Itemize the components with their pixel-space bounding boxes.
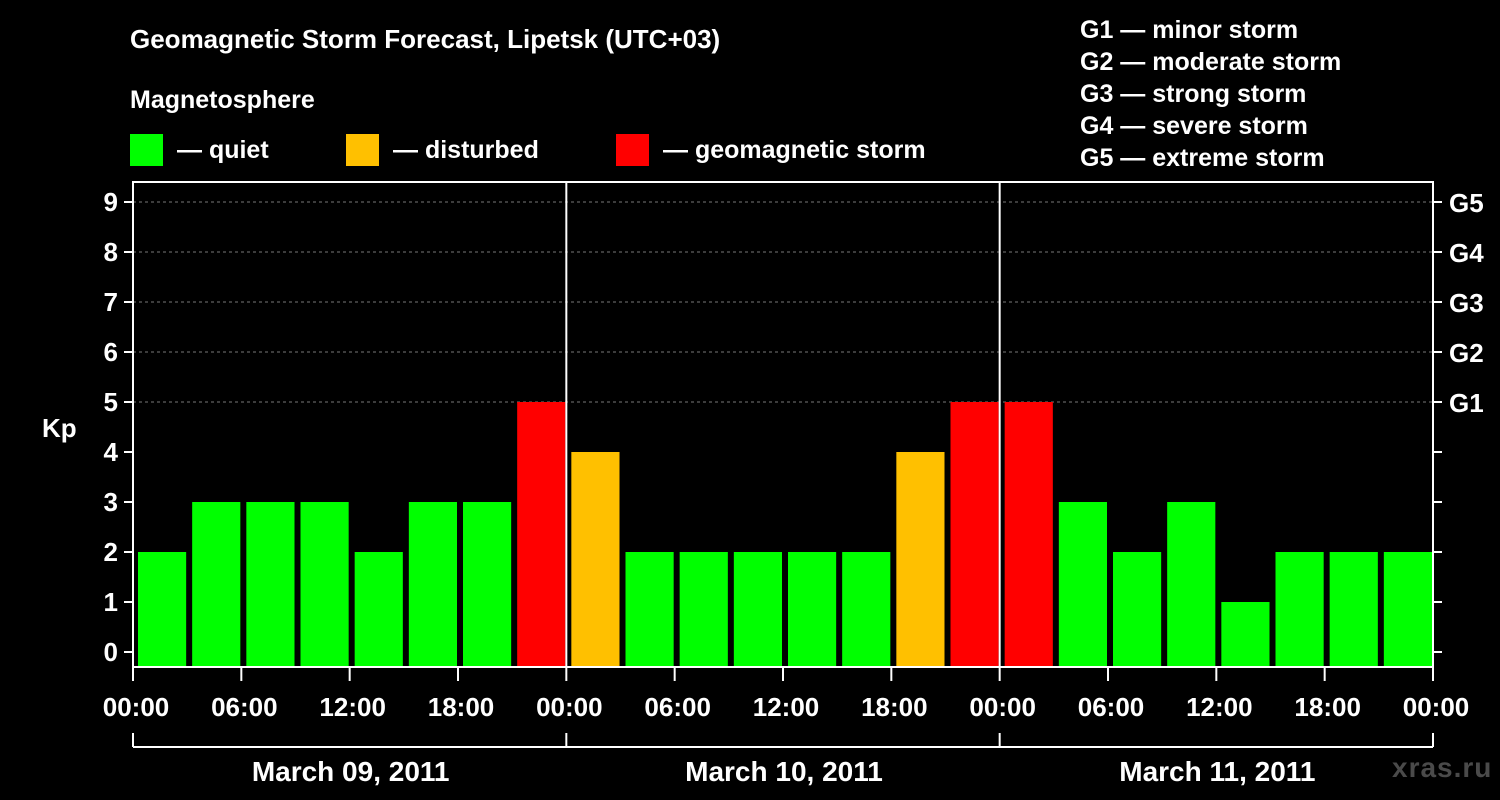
kp-bar — [1058, 502, 1107, 667]
y-axis-label: Kp — [42, 413, 77, 443]
x-tick-label: 12:00 — [753, 692, 820, 722]
kp-bar — [246, 502, 295, 667]
x-tick-label: 00:00 — [969, 692, 1036, 722]
y-tick-label: 4 — [104, 437, 119, 467]
legend-swatch-storm — [616, 134, 649, 166]
kp-bar — [679, 552, 728, 667]
g-scale-item: G4 — severe storm — [1080, 112, 1308, 140]
y-tick-label: 9 — [104, 187, 118, 217]
legend-item-storm: — geomagnetic storm — [616, 134, 926, 166]
y-tick-label: 3 — [104, 487, 118, 517]
legend-swatch-disturbed — [346, 134, 379, 166]
x-tick-label: 12:00 — [319, 692, 386, 722]
y-tick-label: 1 — [104, 587, 118, 617]
x-tick-label: 06:00 — [211, 692, 278, 722]
kp-bar — [1329, 552, 1378, 667]
g-scale-item: G5 — extreme storm — [1080, 144, 1325, 172]
y-tick-label: 6 — [104, 337, 118, 367]
watermark: xras.ru — [1392, 752, 1493, 783]
kp-bar — [1004, 402, 1053, 667]
kp-bar — [138, 552, 187, 667]
kp-bar — [788, 552, 837, 667]
g-level-label: G5 — [1449, 188, 1484, 218]
kp-bar — [1383, 552, 1432, 667]
g-scale-item: G3 — strong storm — [1080, 80, 1307, 108]
y-tick-label: 8 — [104, 237, 118, 267]
x-tick-label: 12:00 — [1186, 692, 1253, 722]
kp-bar — [463, 502, 512, 667]
g-scale-legend: G1 — minor storm G2 — moderate storm G3 … — [1080, 14, 1341, 174]
kp-bar — [1275, 552, 1324, 667]
kp-bar — [950, 402, 999, 667]
kp-bar — [733, 552, 782, 667]
kp-bar — [625, 552, 674, 667]
x-tick-label: 00:00 — [536, 692, 603, 722]
legend-label-quiet: — quiet — [177, 135, 269, 164]
x-tick-label: 18:00 — [861, 692, 928, 722]
legend-title: Magnetosphere — [130, 86, 315, 114]
kp-bar — [842, 552, 891, 667]
y-tick-label: 2 — [104, 537, 118, 567]
kp-bar — [517, 402, 566, 667]
day-label: March 11, 2011 — [1119, 756, 1315, 787]
y-tick-label: 0 — [104, 637, 118, 667]
legend-label-storm: — geomagnetic storm — [663, 135, 926, 164]
y-tick-label: 5 — [104, 387, 118, 417]
legend-item-quiet: — quiet — [130, 134, 269, 166]
legend-item-disturbed: — disturbed — [346, 134, 539, 166]
x-tick-label: 00:00 — [1403, 692, 1470, 722]
legend-label-disturbed: — disturbed — [393, 135, 539, 164]
y-tick-label: 7 — [104, 287, 118, 317]
kp-bar — [896, 452, 945, 667]
kp-bar — [1221, 602, 1270, 667]
g-level-label: G4 — [1449, 238, 1484, 268]
g-level-label: G2 — [1449, 338, 1484, 368]
x-tick-label: 06:00 — [1078, 692, 1145, 722]
x-tick-label: 18:00 — [1294, 692, 1361, 722]
chart-title: Geomagnetic Storm Forecast, Lipetsk (UTC… — [130, 24, 721, 54]
x-tick-label: 00:00 — [103, 692, 170, 722]
g-scale-item: G1 — minor storm — [1080, 16, 1299, 44]
kp-bar — [1113, 552, 1162, 667]
g-scale-item: G2 — moderate storm — [1080, 48, 1342, 76]
kp-bar — [571, 452, 620, 667]
legend-swatch-quiet — [130, 134, 163, 166]
kp-bar — [354, 552, 403, 667]
kp-bar — [408, 502, 457, 667]
kp-bar — [192, 502, 241, 667]
g-level-label: G1 — [1449, 388, 1484, 418]
day-label: March 09, 2011 — [252, 756, 450, 787]
g-level-label: G3 — [1449, 288, 1484, 318]
day-label: March 10, 2011 — [685, 756, 883, 787]
kp-bar — [300, 502, 349, 667]
x-tick-label: 18:00 — [428, 692, 495, 722]
x-tick-label: 06:00 — [644, 692, 711, 722]
kp-bar — [1167, 502, 1216, 667]
